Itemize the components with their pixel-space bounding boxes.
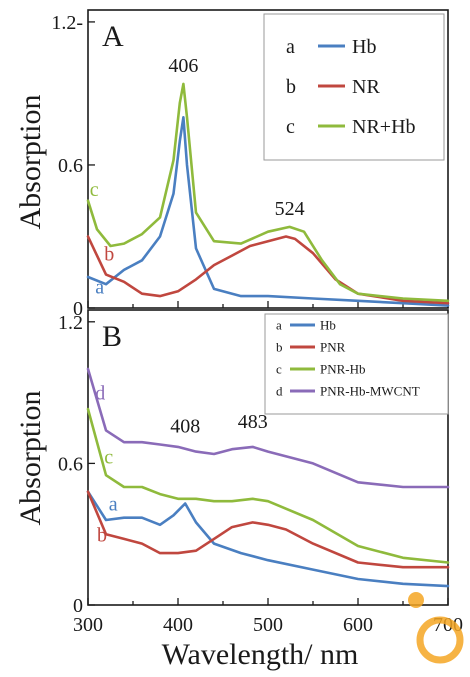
panel-b-ytick-label: 0 xyxy=(73,595,83,617)
panel-b-curve-label-c: c xyxy=(104,446,113,468)
panel-b-series-hb xyxy=(86,490,450,588)
panel-b-peak-label: 483 xyxy=(238,411,268,433)
panel-b-ytick-label: 1.2 xyxy=(58,312,83,334)
panel-a-peak-label: 524 xyxy=(275,198,305,220)
panel-a-curve-label-b: b xyxy=(104,243,114,265)
panel-b-legend-label: PNR xyxy=(320,340,346,355)
panel-b-series-pnr-hb-mwcnt xyxy=(86,367,450,489)
panel-a-legend-box xyxy=(263,13,445,161)
y-axis-label-b: Absorption xyxy=(14,391,47,526)
watermark-dot xyxy=(408,592,424,608)
panel-a-legend-letter: a xyxy=(286,36,295,58)
panel-a-ytick-label: 0 xyxy=(73,298,83,320)
panel-b-curve-label-a: a xyxy=(109,494,118,516)
panel-b-xtick-label: 300 xyxy=(73,614,103,636)
panel-b-peak-label: 408 xyxy=(170,416,200,438)
panel-a-curve-label-a: a xyxy=(95,277,104,299)
panel-b-legend-label: Hb xyxy=(320,318,336,333)
panel-b-series-pnr xyxy=(86,490,450,569)
watermark-ring xyxy=(416,616,464,664)
panel-b-legend-label: PNR-Hb-MWCNT xyxy=(320,384,420,399)
panel-b-xtick-label: 600 xyxy=(343,614,373,636)
panel-b-legend-box xyxy=(264,313,449,415)
panel-b-legend-label: PNR-Hb xyxy=(320,362,366,377)
panel-a-peak-label: 406 xyxy=(168,55,198,77)
panel-b-ytick-label: 0.6 xyxy=(58,453,83,475)
panel-a-series-nr-hb xyxy=(86,82,450,303)
panel-b-legend-letter: b xyxy=(276,340,283,355)
panel-a-ytick-label: 0.6 xyxy=(58,155,83,177)
panel-a-series-hb xyxy=(86,116,450,307)
panel-a-curve-label-c: c xyxy=(90,179,99,201)
panel-a-legend-label: Hb xyxy=(352,36,376,58)
panel-b-xtick-label: 400 xyxy=(163,614,193,636)
panel-a-legend-label: NR+Hb xyxy=(352,116,416,138)
panel-b-legend-letter: a xyxy=(276,318,282,333)
panel-a-legend-letter: c xyxy=(286,116,295,138)
panel-b-xtick-label: 500 xyxy=(253,614,283,636)
y-axis-label-a: Absorption xyxy=(14,95,47,230)
panel-a-letter: A xyxy=(102,20,124,53)
panel-a-legend-label: NR xyxy=(352,76,380,98)
x-axis-label: Wavelength/ nm xyxy=(162,638,359,671)
panel-a-ytick-label: 1.2- xyxy=(51,12,83,34)
panel-b-legend-letter: d xyxy=(276,384,283,399)
panel-b-curve-label-d: d xyxy=(95,383,105,405)
panel-b-letter: B xyxy=(102,320,122,353)
panel-a-legend-letter: b xyxy=(286,76,296,98)
panel-b-legend-letter: c xyxy=(276,362,282,377)
panel-b-curve-label-b: b xyxy=(97,524,107,546)
panel-b-series-pnr-hb xyxy=(86,407,450,564)
panel-a-series-nr xyxy=(86,235,450,305)
watermark-logo xyxy=(408,592,464,664)
